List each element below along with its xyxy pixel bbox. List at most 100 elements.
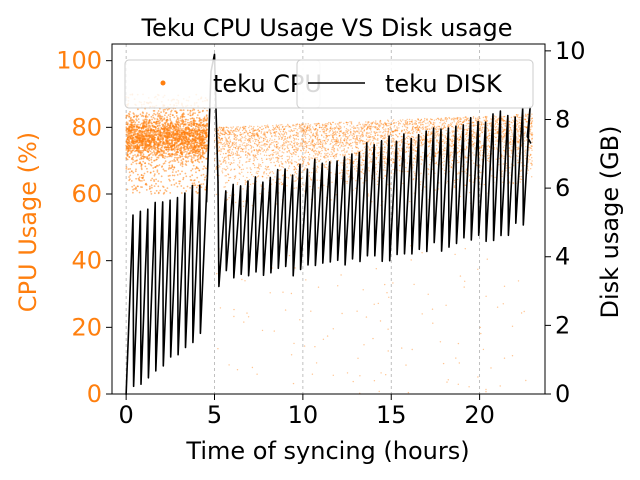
cpu-point [321, 149, 323, 152]
cpu-point [180, 142, 183, 145]
cpu-point [214, 138, 216, 140]
cpu-point [333, 139, 336, 141]
cpu-point [282, 142, 285, 144]
cpu-point [144, 162, 146, 165]
cpu-point [202, 135, 205, 138]
cpu-point [384, 121, 386, 124]
cpu-point [153, 125, 156, 128]
cpu-point [197, 137, 200, 140]
cpu-point [488, 154, 490, 157]
cpu-point [291, 144, 293, 146]
cpu-point [144, 146, 146, 149]
cpu-point [125, 147, 128, 150]
cpu-point [406, 140, 409, 143]
cpu-point [136, 134, 139, 136]
cpu-point [274, 176, 276, 178]
cpu-point [511, 133, 514, 135]
cpu-point [166, 108, 169, 111]
cpu-point [133, 138, 136, 141]
cpu-point [404, 122, 407, 125]
cpu-point [145, 135, 147, 138]
cpu-point [183, 124, 186, 126]
cpu-point [339, 154, 341, 156]
cpu-point [412, 139, 414, 141]
cpu-point [156, 133, 159, 136]
cpu-point [189, 117, 192, 120]
cpu-point [218, 126, 221, 128]
cpu-point [194, 140, 196, 143]
cpu-point [296, 124, 298, 126]
cpu-point [460, 126, 462, 128]
cpu-point [438, 142, 440, 144]
cpu-point [307, 123, 309, 125]
cpu-point [153, 180, 156, 183]
cpu-point [422, 152, 424, 154]
cpu-point [189, 155, 191, 157]
cpu-point [377, 137, 379, 140]
cpu-point [138, 131, 141, 134]
cpu-point [188, 130, 191, 133]
cpu-point [147, 134, 150, 137]
cpu-point [252, 182, 254, 185]
cpu-point [126, 145, 128, 148]
cpu-point [244, 135, 247, 137]
cpu-point [343, 149, 345, 151]
cpu-point [147, 150, 149, 153]
cpu-point [173, 146, 176, 149]
cpu-point [159, 128, 162, 131]
cpu-point [196, 116, 198, 119]
cpu-point [156, 158, 158, 161]
cpu-point [202, 118, 205, 120]
cpu-point [143, 172, 146, 175]
cpu-point [146, 167, 148, 170]
cpu-point [141, 130, 144, 133]
cpu-point [474, 136, 476, 138]
cpu-point [163, 157, 166, 160]
cpu-point [159, 124, 161, 127]
cpu-point [135, 168, 137, 171]
cpu-point [194, 184, 197, 187]
cpu-point [204, 176, 206, 179]
cpu-point [311, 143, 313, 146]
cpu-point [149, 187, 152, 190]
cpu-point [247, 144, 250, 146]
cpu-point [250, 128, 253, 130]
cpu-point [408, 118, 411, 121]
cpu-point [193, 184, 195, 187]
cpu-point [458, 155, 460, 158]
cpu-point [404, 125, 406, 128]
cpu-point [268, 146, 271, 149]
cpu-point [202, 173, 205, 176]
cpu-point [195, 190, 198, 193]
cpu-point [309, 128, 312, 130]
cpu-point [467, 120, 470, 122]
cpu-point [224, 175, 226, 177]
cpu-point [125, 129, 128, 132]
cpu-point [382, 169, 385, 171]
cpu-point [175, 128, 177, 131]
cpu-point [164, 135, 167, 138]
cpu-point [224, 182, 227, 184]
cpu-point [453, 121, 455, 123]
cpu-point [501, 131, 503, 133]
cpu-point [160, 134, 162, 137]
cpu-point [135, 137, 138, 140]
cpu-point [373, 380, 376, 382]
cpu-point [159, 131, 162, 134]
cpu-point [375, 120, 377, 122]
cpu-point [181, 170, 183, 173]
cpu-point [502, 128, 504, 130]
cpu-point [193, 157, 195, 159]
cpu-point [322, 338, 325, 340]
cpu-point [517, 280, 520, 282]
cpu-point [277, 161, 280, 163]
cpu-point [443, 121, 445, 124]
cpu-point [516, 139, 518, 141]
cpu-point [311, 373, 314, 375]
cpu-point [157, 185, 160, 188]
cpu-point [531, 117, 533, 120]
cpu-point [171, 160, 174, 162]
cpu-point [248, 129, 251, 132]
cpu-point [339, 125, 342, 128]
cpu-point [400, 157, 402, 160]
